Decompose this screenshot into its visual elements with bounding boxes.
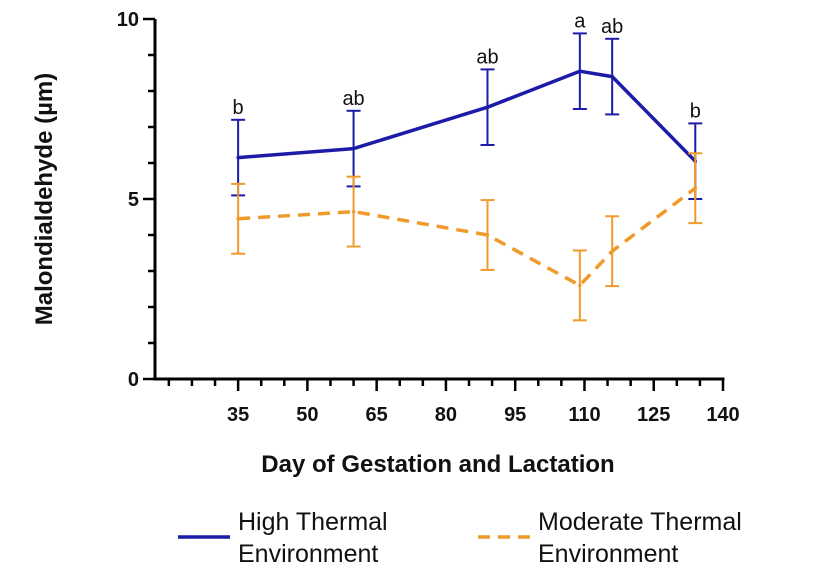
- data-point: [610, 249, 614, 253]
- data-point: [236, 217, 240, 221]
- significance-label: a: [574, 10, 586, 32]
- legend-label: Environment: [538, 540, 678, 568]
- series-line: [237, 69, 697, 163]
- series-line: [237, 186, 697, 288]
- data-point: [351, 209, 356, 214]
- data-point: [693, 186, 698, 190]
- data-point: [236, 155, 240, 160]
- significance-label: ab: [342, 88, 364, 110]
- legend-label: High Thermal: [238, 508, 388, 536]
- x-tick-label: 125: [637, 404, 670, 426]
- legend: High Thermal Environment Moderate Thermal E…: [178, 508, 742, 568]
- x-tick-label: 35: [227, 404, 249, 426]
- data-point: [578, 283, 582, 288]
- legend-label: Moderate Thermal: [538, 508, 742, 536]
- y-tick-label: 0: [128, 369, 139, 391]
- significance-label: ab: [601, 16, 623, 38]
- y-tick-label: 5: [128, 189, 139, 211]
- significance-label: ab: [476, 46, 498, 68]
- x-tick-label: 110: [568, 404, 600, 426]
- legend-item: High Thermal Environment: [178, 508, 388, 568]
- significance-label: b: [233, 97, 244, 119]
- x-tick-label: 80: [435, 404, 457, 426]
- x-tick-label: 65: [366, 404, 388, 426]
- legend-item: Moderate Thermal Environment: [478, 508, 742, 568]
- x-tick-label: 140: [706, 404, 739, 426]
- data-point: [485, 233, 490, 237]
- data-point: [578, 69, 582, 73]
- legend-label: Environment: [238, 540, 378, 568]
- y-tick-label: 10: [117, 9, 139, 31]
- data-point: [351, 146, 356, 151]
- x-axis-title: Day of Gestation and Lactation: [261, 451, 614, 478]
- data-point: [485, 105, 490, 109]
- axes: 0 5 10 35 50 65 80 95 110 125 140: [117, 9, 740, 426]
- series-moderate-thermal: [231, 152, 703, 322]
- x-tick-label: 95: [504, 404, 526, 426]
- significance-label: b: [690, 100, 701, 122]
- y-axis-title: Malondialdehyde (µm): [31, 73, 58, 326]
- x-tick-label: 50: [296, 404, 318, 426]
- data-point: [610, 74, 614, 79]
